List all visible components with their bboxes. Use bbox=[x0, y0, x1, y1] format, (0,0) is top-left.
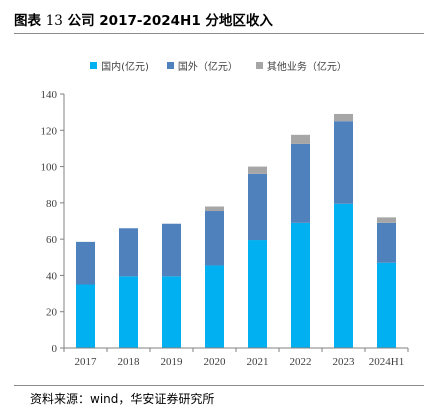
bar-overseas-2024h1 bbox=[377, 222, 396, 263]
x-tick-label-2021: 2021 bbox=[247, 356, 269, 368]
legend-label-domestic: 国内(亿元) bbox=[101, 62, 149, 73]
bar-other-2020 bbox=[205, 206, 224, 212]
source-divider bbox=[14, 385, 424, 386]
y-tick-label-20: 20 bbox=[46, 307, 58, 319]
figure-number: 13 bbox=[45, 13, 63, 29]
legend-label-overseas: 国外（亿元） bbox=[177, 62, 238, 73]
chart-legend: 国内(亿元) 国外（亿元） 其他业务（亿元） bbox=[0, 58, 437, 73]
legend-item-overseas: 国外（亿元） bbox=[166, 58, 238, 73]
figure-title-text: 公司 2017-2024H1 分地区收入 bbox=[67, 13, 273, 29]
bar-overseas-2022 bbox=[291, 143, 310, 223]
bar-domestic-2019 bbox=[162, 276, 181, 348]
x-tick-label-2019: 2019 bbox=[161, 356, 184, 368]
bar-other-2022 bbox=[291, 134, 310, 144]
x-tick-label-2024h1: 2024H1 bbox=[369, 356, 404, 368]
legend-label-other: 其他业务（亿元） bbox=[266, 62, 347, 73]
y-tick-label-60: 60 bbox=[46, 234, 58, 246]
x-tick-label-2020: 2020 bbox=[204, 356, 227, 368]
y-tick-label-100: 100 bbox=[41, 162, 58, 174]
legend-item-domestic: 国内(亿元) bbox=[90, 58, 149, 73]
bar-domestic-2024h1 bbox=[377, 262, 396, 348]
figure-label: 图表 bbox=[14, 13, 41, 29]
bar-overseas-2017 bbox=[76, 241, 95, 285]
y-tick-label-120: 120 bbox=[41, 125, 58, 137]
bar-domestic-2023 bbox=[334, 203, 353, 348]
bar-domestic-2021 bbox=[248, 240, 267, 348]
bar-domestic-2018 bbox=[119, 276, 138, 348]
x-tick-label-2017: 2017 bbox=[75, 356, 98, 368]
title-divider bbox=[14, 33, 424, 34]
legend-swatch-other bbox=[255, 62, 263, 69]
legend-swatch-domestic bbox=[90, 62, 98, 69]
figure-title: 图表 13 公司 2017-2024H1 分地区收入 bbox=[14, 9, 424, 29]
bar-overseas-2021 bbox=[248, 173, 267, 241]
legend-swatch-overseas bbox=[166, 62, 174, 69]
bar-overseas-2018 bbox=[119, 228, 138, 277]
plot-area: 2017 2018 2019 2020 2021 2022 2023 2024H1 0 20 40 6… bbox=[41, 89, 409, 368]
bar-domestic-2022 bbox=[291, 222, 310, 348]
y-tick-label-0: 0 bbox=[52, 343, 58, 355]
bar-other-2023 bbox=[334, 113, 353, 122]
x-tick-label-2023: 2023 bbox=[333, 356, 356, 368]
legend-item-other: 其他业务（亿元） bbox=[255, 58, 347, 73]
source-note: 资料来源：wind，华安证券研究所 bbox=[30, 392, 215, 406]
bar-overseas-2019 bbox=[162, 223, 181, 277]
bar-domestic-2020 bbox=[205, 265, 224, 348]
y-tick-label-40: 40 bbox=[46, 270, 58, 282]
bar-other-2021 bbox=[248, 166, 267, 174]
bar-overseas-2020 bbox=[205, 211, 224, 266]
y-tick-label-140: 140 bbox=[41, 89, 58, 101]
y-tick-label-80: 80 bbox=[46, 198, 58, 210]
bar-other-2024h1 bbox=[377, 217, 396, 223]
x-tick-label-2018: 2018 bbox=[118, 356, 141, 368]
bar-overseas-2023 bbox=[334, 121, 353, 204]
bar-domestic-2017 bbox=[76, 284, 95, 348]
x-tick-label-2022: 2022 bbox=[290, 356, 312, 368]
